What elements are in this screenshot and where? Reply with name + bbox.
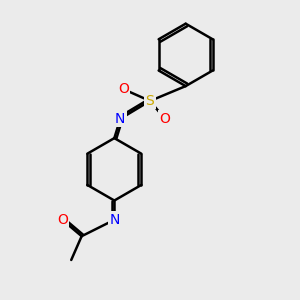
Text: N: N xyxy=(115,112,125,126)
Text: O: O xyxy=(159,112,170,126)
Text: O: O xyxy=(57,213,68,227)
Text: N: N xyxy=(109,213,119,227)
Text: S: S xyxy=(146,94,154,108)
Text: O: O xyxy=(118,82,129,96)
